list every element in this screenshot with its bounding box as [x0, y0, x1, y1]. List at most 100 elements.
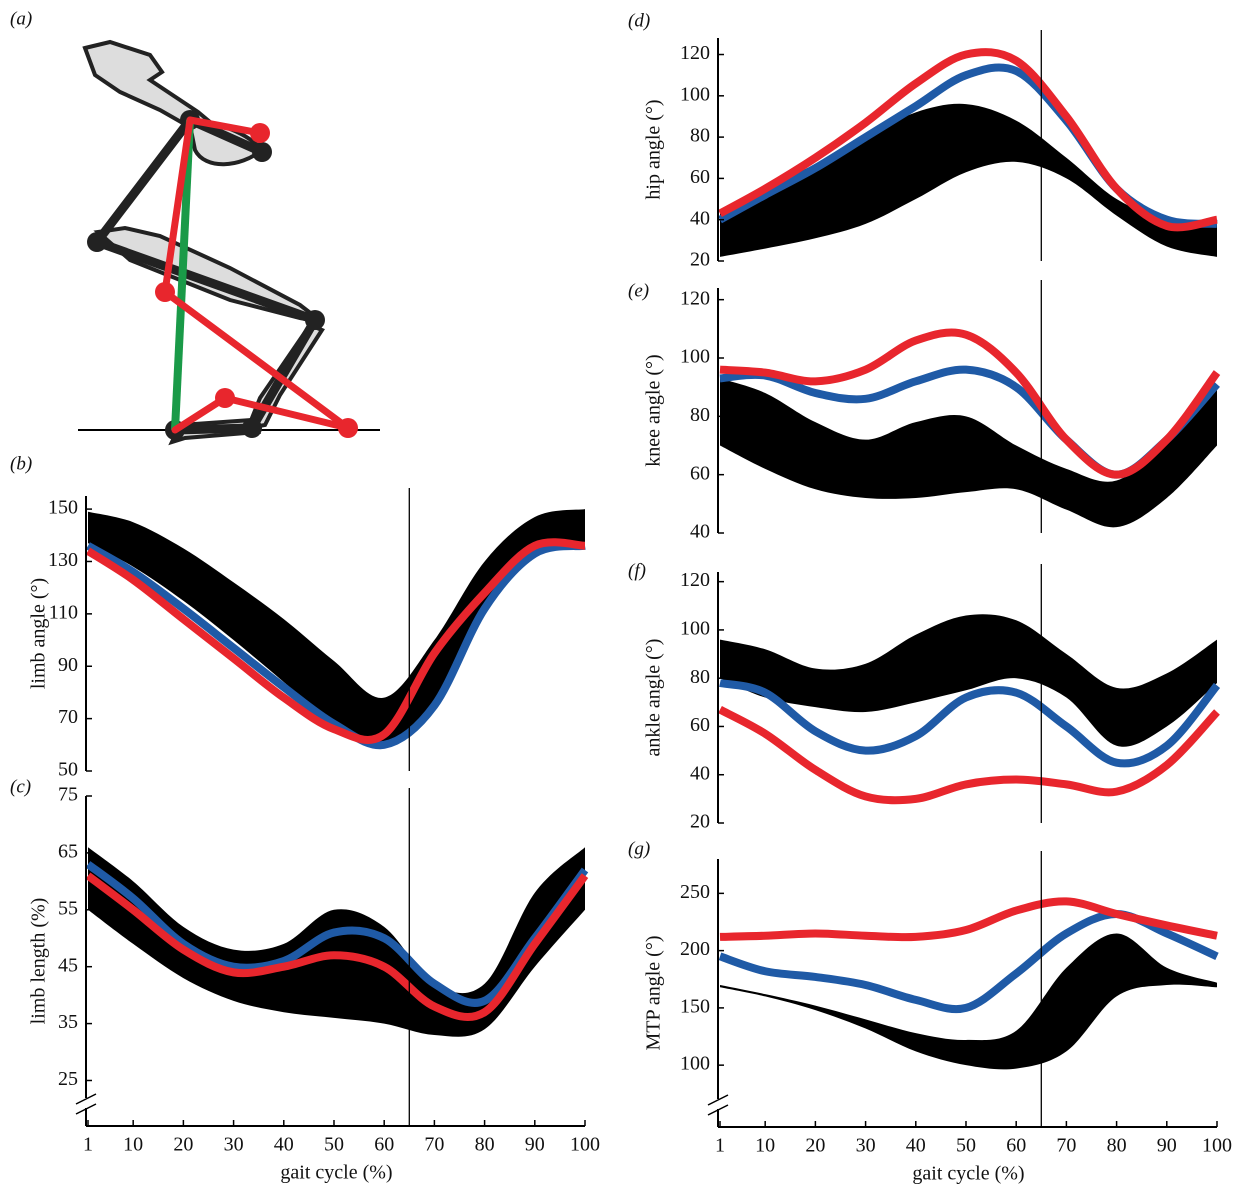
panel: (e) knee angle (°) 40 60 80 100 120 — [628, 280, 1221, 543]
pelvis — [82, 39, 214, 133]
y-axis-label: knee angle (°) — [643, 354, 665, 466]
y-axis-label: hip angle (°) — [643, 99, 665, 199]
y-tick-label: 100 — [680, 83, 710, 105]
series-line — [719, 897, 1218, 942]
y-tick-label: 120 — [680, 569, 710, 591]
x-tick-label: 30 — [856, 1135, 876, 1157]
x-tick-label: 20 — [805, 1135, 825, 1157]
sd-band — [720, 933, 1217, 1070]
y-tick-label: 60 — [690, 166, 710, 188]
y-tick-label: 110 — [49, 601, 78, 623]
series-line — [85, 872, 589, 1021]
x-tick-label: 10 — [755, 1135, 775, 1157]
x-axis-label: gait cycle (%) — [280, 1162, 392, 1184]
x-tick-label: 70 — [424, 1134, 444, 1156]
panel-label: (g) — [628, 838, 650, 859]
y-tick-label: 45 — [58, 954, 78, 976]
x-tick-label: 90 — [1157, 1135, 1177, 1157]
x-axis-label: gait cycle (%) — [912, 1163, 1024, 1185]
x-tick-label: 40 — [274, 1134, 294, 1156]
y-tick-label: 150 — [680, 995, 710, 1017]
x-tick-label: 70 — [1056, 1135, 1076, 1157]
y-tick-label: 25 — [58, 1068, 78, 1090]
y-tick-label: 100 — [680, 346, 710, 368]
axis-break — [75, 1103, 97, 1115]
x-tick-label: 10 — [123, 1134, 143, 1156]
y-tick-label: 60 — [690, 714, 710, 736]
y-axis-label: limb angle (°) — [28, 578, 50, 689]
panel-label: (a) — [10, 8, 32, 29]
y-tick-label: 20 — [690, 811, 710, 833]
sd-band — [88, 847, 585, 1037]
series-line — [85, 861, 589, 1007]
y-tick-label: 75 — [58, 784, 78, 806]
skeleton-diagram — [78, 39, 380, 446]
panel: (b) limb angle (°) 50 70 90 110 130 150 — [10, 453, 586, 781]
y-tick-label: 40 — [690, 762, 710, 784]
panel-label: (b) — [10, 453, 32, 474]
y-tick-label: 120 — [680, 287, 710, 309]
panel-label: (d) — [628, 10, 650, 31]
green-limb-line — [171, 119, 194, 431]
sd-band — [720, 103, 1217, 257]
series-line — [719, 328, 1221, 479]
x-tick-label: 100 — [1202, 1135, 1232, 1157]
y-tick-label: 100 — [680, 618, 710, 640]
y-tick-label: 130 — [48, 549, 78, 571]
panel: (d) hip angle (°) 20 40 60 80 100 120 — [628, 10, 1218, 271]
x-tick-label: 50 — [324, 1134, 344, 1156]
axis-break — [707, 1104, 729, 1116]
x-tick-label: 1 — [715, 1135, 725, 1157]
y-tick-label: 150 — [48, 497, 78, 519]
series-line — [718, 706, 1220, 805]
x-tick-label: 20 — [173, 1134, 193, 1156]
series-line — [719, 679, 1221, 768]
y-tick-label: 70 — [58, 706, 78, 728]
y-tick-label: 250 — [680, 881, 710, 903]
y-tick-label: 80 — [690, 666, 710, 688]
x-tick-label: 50 — [956, 1135, 976, 1157]
x-tick-label: 60 — [1006, 1135, 1026, 1157]
panel: (g) MTP angle (°) 100 150 200 250 1 10 20 30 40 50 6… — [628, 838, 1232, 1184]
x-tick-label: 80 — [475, 1134, 495, 1156]
y-tick-label: 80 — [690, 404, 710, 426]
y-tick-label: 90 — [58, 654, 78, 676]
series-line — [85, 538, 586, 744]
x-tick-label: 30 — [224, 1134, 244, 1156]
y-tick-label: 40 — [690, 207, 710, 229]
panel-label: (e) — [628, 280, 649, 301]
y-tick-label: 100 — [680, 1053, 710, 1075]
y-tick-label: 50 — [58, 759, 78, 781]
sd-band — [720, 378, 1217, 528]
y-tick-label: 60 — [690, 462, 710, 484]
black-joints — [87, 110, 325, 440]
sd-band — [720, 614, 1217, 747]
axis-break — [75, 1093, 97, 1105]
panel: (c) limb length (%) 25 35 45 55 65 75 1 10 20 30 40 5… — [10, 776, 600, 1183]
x-tick-label: 1 — [83, 1134, 93, 1156]
y-tick-label: 40 — [690, 521, 710, 543]
x-tick-label: 60 — [374, 1134, 394, 1156]
series-line — [718, 48, 1218, 232]
y-tick-label: 65 — [58, 840, 78, 862]
x-tick-label: 80 — [1107, 1135, 1127, 1157]
panel: (f) ankle angle (°) 20 40 60 80 100 120 — [628, 560, 1221, 833]
y-tick-label: 55 — [58, 897, 78, 919]
y-tick-label: 20 — [690, 249, 710, 271]
black-skeleton — [92, 115, 320, 435]
x-tick-label: 40 — [906, 1135, 926, 1157]
y-axis-label: MTP angle (°) — [643, 935, 665, 1050]
panel-label: (c) — [10, 776, 31, 797]
x-tick-label: 90 — [525, 1134, 545, 1156]
y-tick-label: 35 — [58, 1011, 78, 1033]
x-tick-label: 100 — [570, 1134, 600, 1156]
y-tick-label: 80 — [690, 125, 710, 147]
y-axis-label: limb length (%) — [28, 898, 50, 1025]
sd-band — [88, 509, 585, 748]
y-tick-label: 200 — [680, 938, 710, 960]
red-skeleton — [161, 116, 352, 434]
panel-label: (f) — [628, 560, 646, 581]
y-axis-label: ankle angle (°) — [643, 639, 665, 757]
axis-break — [707, 1094, 729, 1106]
